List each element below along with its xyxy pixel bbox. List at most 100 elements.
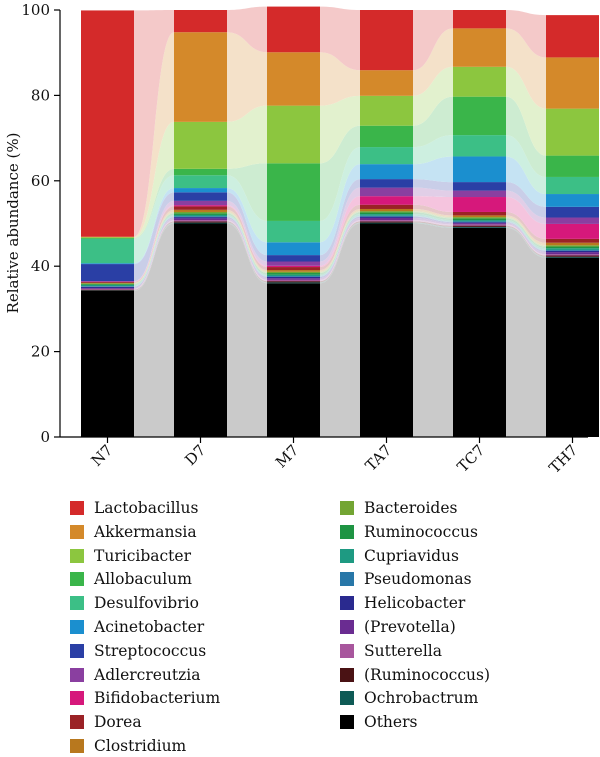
bar-ta7-helicobacter: [360, 216, 413, 218]
legend-label-ruminococcus: (Ruminococcus): [364, 665, 491, 684]
flow-prevotella-d7-to-m7: [227, 218, 267, 280]
bar-m7-ruminococcus: [267, 273, 320, 275]
flow-helicobacter-ta7-to-tc7: [413, 216, 453, 224]
flow-ruminococcus-tc7-to-th7: [506, 218, 546, 249]
flow-ochrobactrum-m7-to-ta7: [320, 222, 360, 284]
flow-sutterella-ta7-to-tc7: [413, 220, 453, 226]
bar-m7-lactobacillus: [267, 6, 320, 53]
bar-th7-ruminococcus: [546, 255, 599, 257]
flow-dorea-n7-to-d7: [134, 206, 174, 283]
legend-swatch-cupriavidus: [340, 548, 354, 563]
flow-dorea-m7-to-ta7: [320, 204, 360, 271]
legend-swatch-allobaculum: [70, 572, 84, 587]
legend-swatch-ruminococcus: [340, 524, 354, 539]
flow-helicobacter-m7-to-ta7: [320, 216, 360, 279]
flow-streptococcus-n7-to-d7: [134, 192, 174, 282]
flow-clostridium-m7-to-ta7: [320, 208, 360, 272]
bar-th7-bifidobacterium: [546, 223, 599, 239]
legend-swatch-dorea: [70, 715, 84, 730]
flow-turicibacter-ta7-to-tc7: [413, 66, 453, 126]
bar-d7-adlercreutzia: [174, 200, 227, 206]
bar-n7-cupriavidus: [81, 284, 134, 287]
bar-ta7-dorea: [360, 204, 413, 209]
bar-n7-helicobacter: [81, 286, 134, 288]
flow-desulfovibrio-n7-to-d7: [134, 175, 174, 264]
bar-th7-allobaculum: [546, 155, 599, 177]
legend-label-clostridium: Clostridium: [94, 737, 187, 755]
bar-tc7-pseudomonas: [453, 221, 506, 223]
flow-adlercreutzia-d7-to-m7: [227, 200, 267, 266]
x-tick-label-n7: N7: [88, 441, 117, 470]
flow-ochrobactrum-tc7-to-th7: [506, 226, 546, 258]
bar-n7-turicibacter: [81, 237, 134, 239]
legend-label-lactobacillus: Lactobacillus: [94, 499, 199, 517]
bar-th7-sutterella: [546, 254, 599, 256]
bar-th7-adlercreutzia: [546, 217, 599, 224]
bar-tc7-acinetobacter: [453, 156, 506, 183]
legend-label-ochrobactrum: Ochrobactrum: [364, 689, 479, 708]
flow-acinetobacter-n7-to-d7: [134, 188, 174, 265]
flow-clostridium-tc7-to-th7: [506, 215, 546, 246]
legend-label-sutterella: Sutterella: [364, 641, 442, 660]
bar-ta7-prevotella: [360, 217, 413, 221]
flow-bifidobacterium-ta7-to-tc7: [413, 196, 453, 212]
axes: [59, 10, 588, 438]
flow-akkermansia-d7-to-m7: [227, 32, 267, 122]
bar-n7-bacteroides: [81, 283, 134, 285]
bar-th7-turicibacter: [546, 108, 599, 156]
bar-tc7-dorea: [453, 211, 506, 216]
bar-tc7-turicibacter: [453, 66, 506, 97]
y-tick-label-80: 80: [31, 86, 50, 104]
bar-ta7-acinetobacter: [360, 164, 413, 180]
flow-streptococcus-tc7-to-th7: [506, 182, 546, 218]
flow-bifidobacterium-m7-to-ta7: [320, 196, 360, 268]
bar-ta7-clostridium: [360, 208, 413, 212]
flow-pseudomonas-tc7-to-th7: [506, 221, 546, 251]
flow-others-tc7-to-th7: [506, 227, 546, 437]
flow-acinetobacter-m7-to-ta7: [320, 164, 360, 256]
flow-pseudomonas-d7-to-m7: [227, 216, 267, 277]
bar-d7-pseudomonas: [174, 216, 227, 218]
flow-others-ta7-to-tc7: [413, 223, 453, 437]
legend-swatch-turicibacter: [70, 548, 84, 563]
bar-tc7-desulfovibrio: [453, 135, 506, 157]
y-tick-label-100: 100: [21, 1, 50, 19]
flow-clostridium-d7-to-m7: [227, 209, 267, 272]
flow-akkermansia-ta7-to-tc7: [413, 28, 453, 96]
flow-ruminococcus-n7-to-d7: [134, 213, 174, 285]
bar-m7-bifidobacterium: [267, 265, 320, 268]
bar-d7-prevotella: [174, 218, 227, 221]
bar-ta7-allobaculum: [360, 125, 413, 148]
flow-prevotella-ta7-to-tc7: [413, 217, 453, 225]
legend-label-dorea: Dorea: [94, 713, 142, 732]
legend-label-ruminococcus: Ruminococcus: [364, 522, 478, 541]
bar-tc7-lactobacillus: [453, 10, 506, 29]
flow-others-n7-to-d7: [134, 223, 174, 437]
flow-turicibacter-tc7-to-th7: [506, 66, 546, 156]
bar-m7-pseudomonas: [267, 276, 320, 277]
y-tick-label-0: 0: [40, 428, 50, 446]
bar-th7-lactobacillus: [546, 15, 599, 58]
legend-label-bifidobacterium: Bifidobacterium: [94, 689, 221, 708]
flow-allobaculum-n7-to-d7: [134, 168, 174, 239]
bar-m7-others: [267, 283, 320, 437]
bar-d7-ruminococcus: [174, 213, 227, 215]
flow-ruminococcus-ta7-to-tc7: [413, 212, 453, 221]
flow-bifidobacterium-n7-to-d7: [134, 205, 174, 282]
flow-pseudomonas-n7-to-d7: [134, 216, 174, 287]
bar-ta7-bifidobacterium: [360, 196, 413, 205]
flow-others-d7-to-m7: [227, 223, 267, 437]
legend-swatch-prevotella: [340, 620, 354, 634]
flow-ruminococcus-d7-to-m7: [227, 213, 267, 275]
flow-prevotella-tc7-to-th7: [506, 223, 546, 255]
bar-d7-clostridium: [174, 209, 227, 212]
bar-ta7-lactobacillus: [360, 10, 413, 71]
flow-streptococcus-ta7-to-tc7: [413, 179, 453, 191]
bar-m7-acinetobacter: [267, 242, 320, 256]
bar-d7-sutterella: [174, 220, 227, 222]
flow-ruminococcus-m7-to-ta7: [320, 212, 360, 275]
bar-th7-others: [546, 257, 599, 437]
legend-swatch-bacteroides: [340, 501, 354, 515]
bar-d7-allobaculum: [174, 168, 227, 176]
bar-tc7-ruminococcus: [453, 225, 506, 227]
